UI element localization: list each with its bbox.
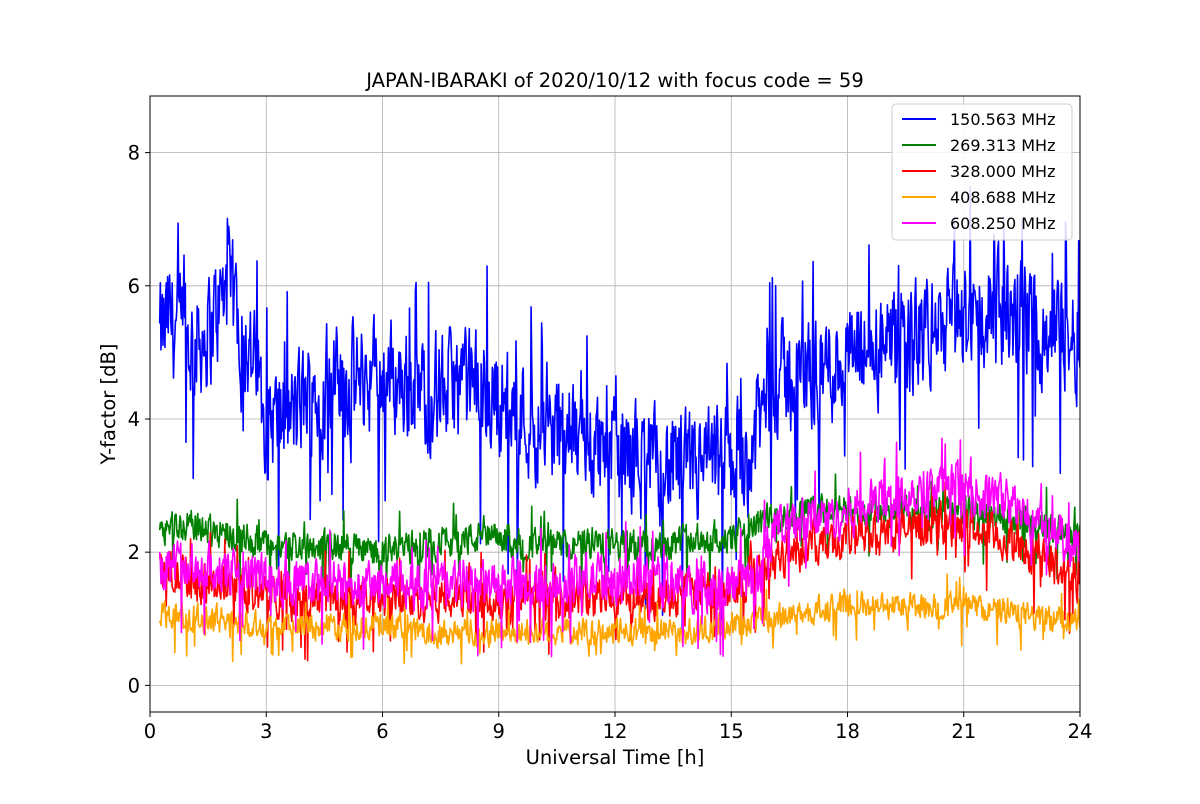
x-tick-label: 9 xyxy=(493,720,505,743)
legend-label: 150.563 MHz xyxy=(950,110,1055,129)
legend-label: 328.000 MHz xyxy=(950,162,1055,181)
legend-frame xyxy=(891,103,1073,241)
y-axis-label: Y-factor [dB] xyxy=(97,344,120,466)
legend-label: 408.688 MHz xyxy=(950,188,1055,207)
series-layer xyxy=(158,186,1080,665)
x-axis-label: Universal Time [h] xyxy=(526,746,705,769)
y-tick-label: 8 xyxy=(128,142,140,165)
x-tick-label: 6 xyxy=(376,720,388,743)
series-line xyxy=(158,186,1080,635)
y-tick-label: 4 xyxy=(128,408,140,431)
series-line xyxy=(158,573,1080,665)
chart-title: JAPAN-IBARAKI of 2020/10/12 with focus c… xyxy=(364,69,864,92)
x-tick-label: 15 xyxy=(719,720,744,743)
x-tick-label: 12 xyxy=(603,720,628,743)
legend-label: 608.250 MHz xyxy=(950,214,1055,233)
legend: 150.563 MHz 269.313 MHz 328.000 MHz 408.688… xyxy=(891,103,1073,241)
series-line xyxy=(158,437,1080,658)
x-tick-label: 21 xyxy=(951,720,976,743)
x-tick-label: 18 xyxy=(835,720,860,743)
x-tick-label: 3 xyxy=(260,720,272,743)
y-tick-label: 0 xyxy=(128,674,140,697)
y-tick-label: 2 xyxy=(128,541,140,564)
x-tick-label: 0 xyxy=(144,720,156,743)
y-tick-label: 6 xyxy=(128,275,140,298)
legend-label: 269.313 MHz xyxy=(950,136,1055,155)
x-tick-label: 24 xyxy=(1068,720,1093,743)
